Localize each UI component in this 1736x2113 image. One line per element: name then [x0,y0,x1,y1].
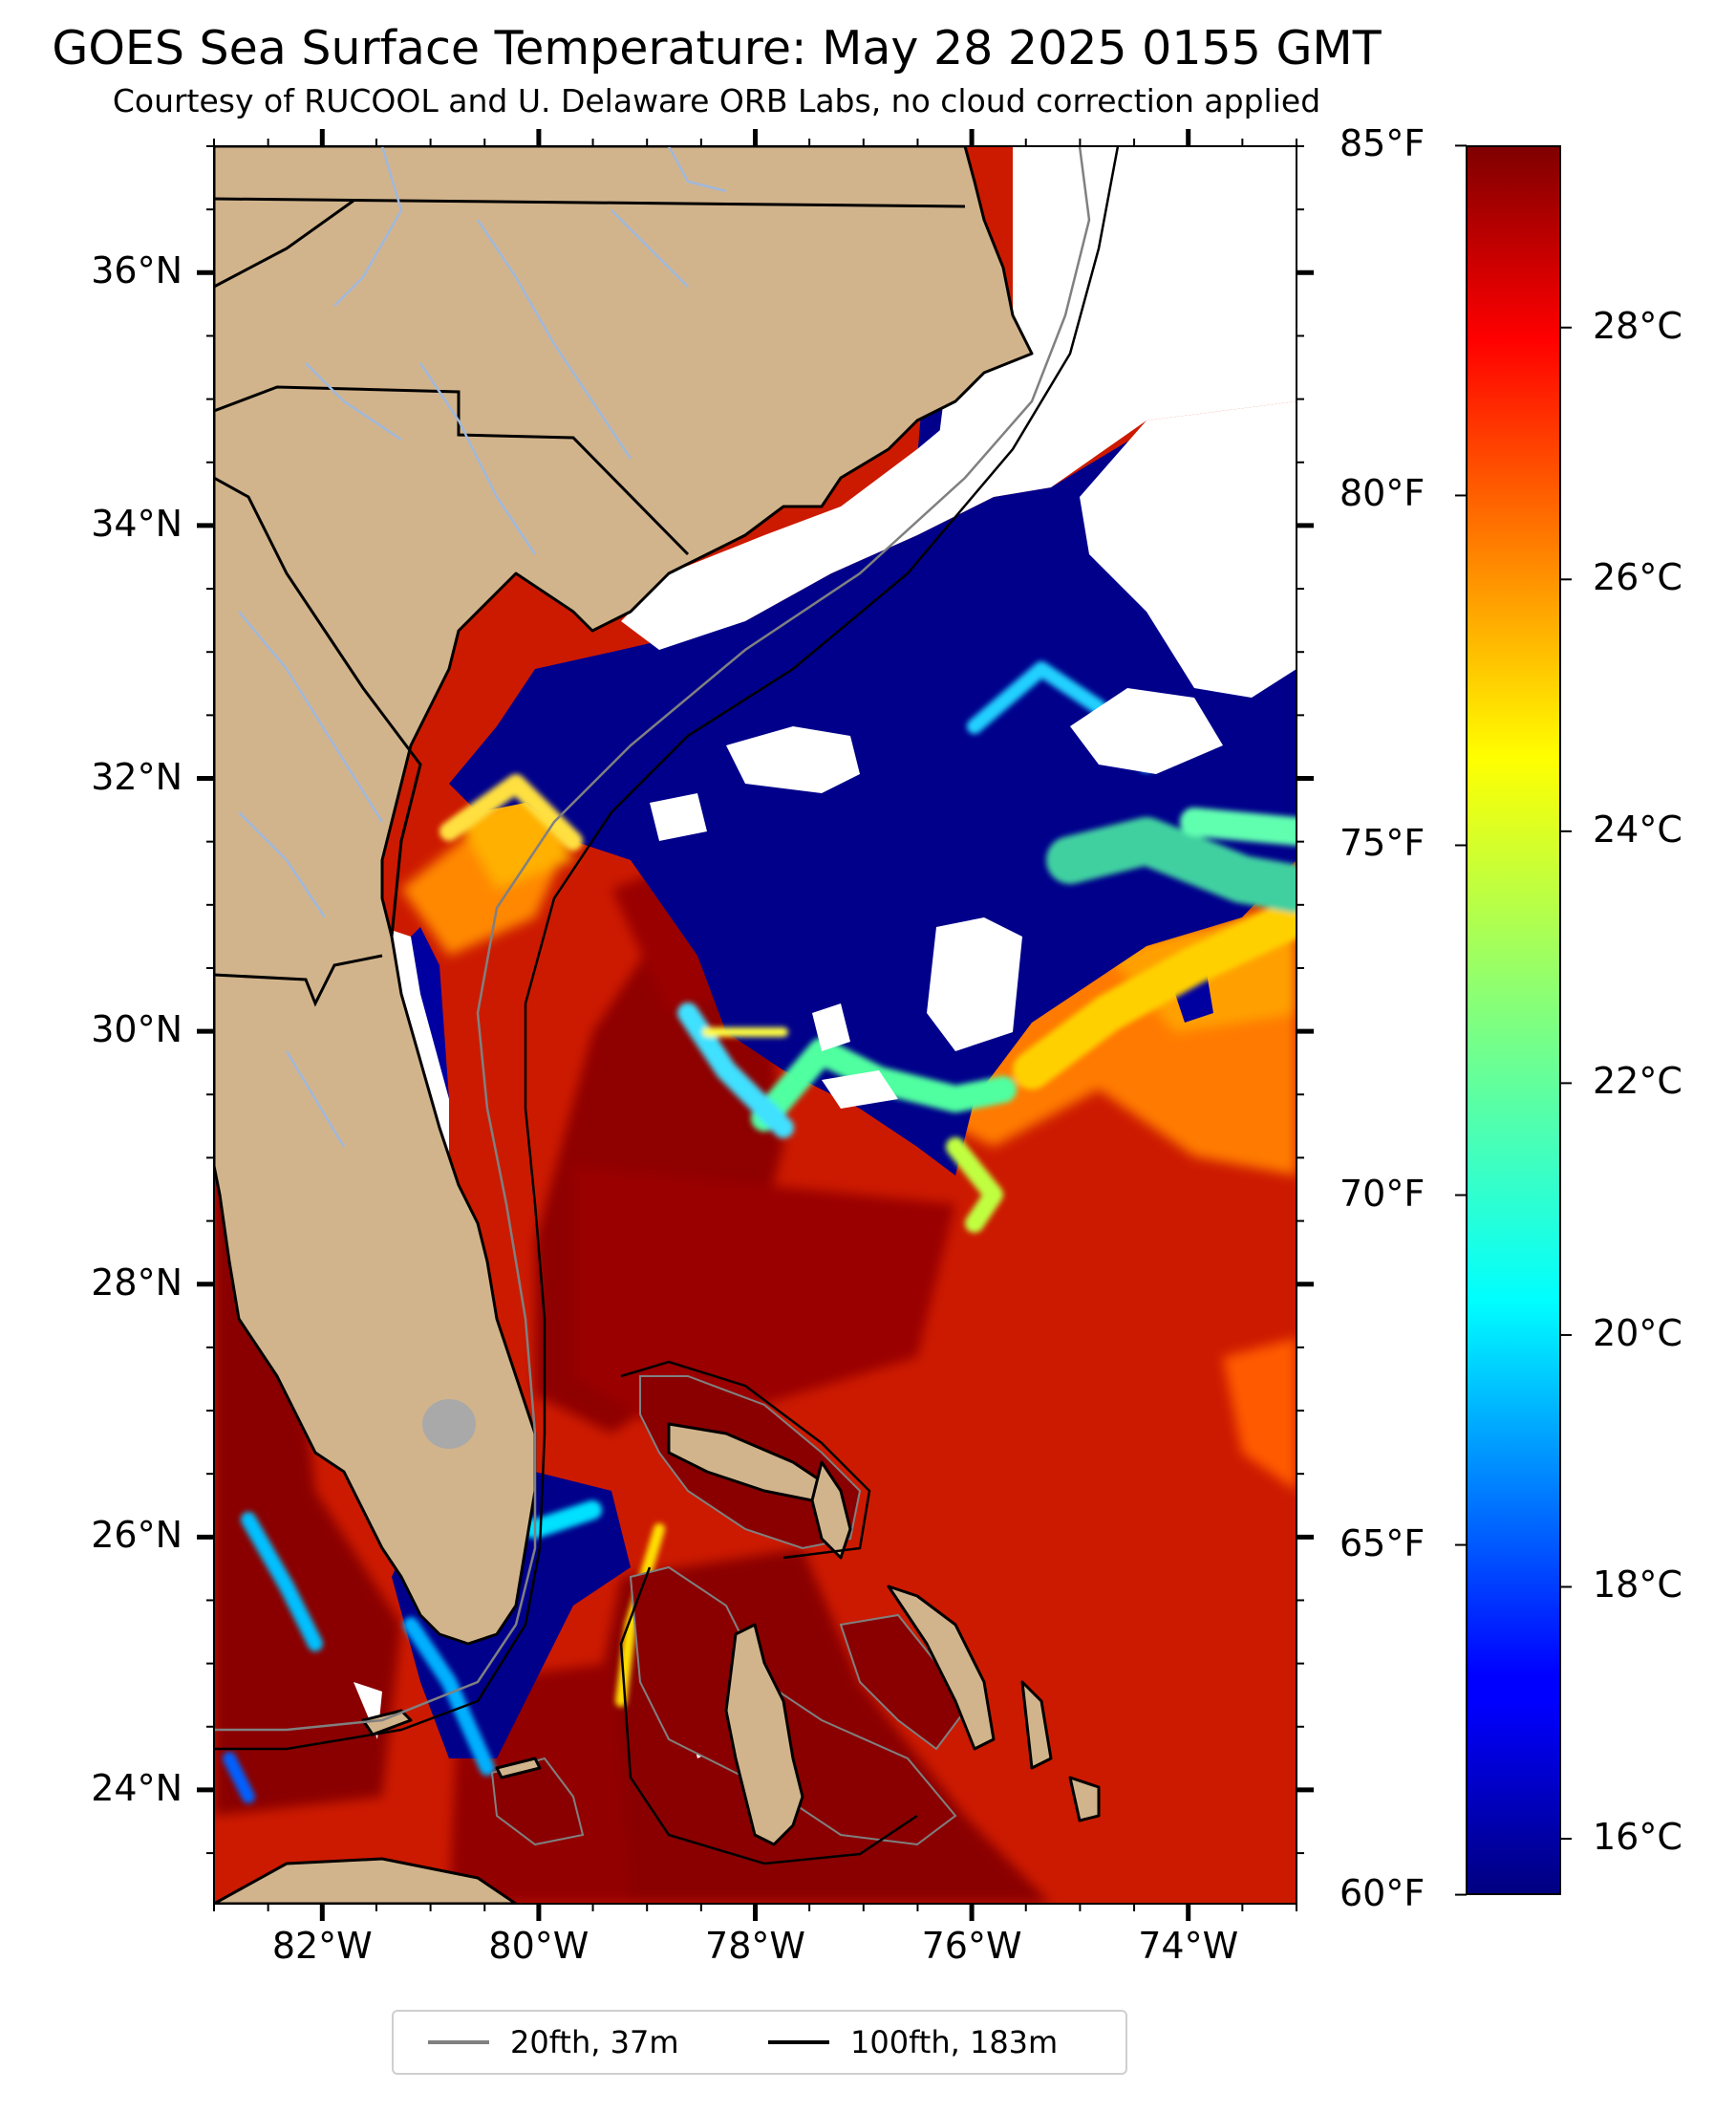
colorbar-f-label: 70°F [1340,1172,1425,1215]
colorbar-c-label: 24°C [1593,808,1682,851]
isobath-20fth-line [214,146,1091,1732]
colorbar-c-label: 20°C [1593,1311,1682,1354]
lat-tick-label: 30°N [91,1008,182,1051]
lat-tick-label: 36°N [91,249,182,292]
rivers [238,146,727,1148]
legend-item-100fth: 100fth, 183m [768,2012,1058,2073]
map-ticks [197,129,1314,1921]
colorbar-f-label: 75°F [1340,822,1425,865]
colorbar-c-label: 28°C [1593,304,1682,347]
lat-tick-label: 32°N [91,755,182,798]
lat-tick-label: 26°N [91,1514,182,1557]
lake-okeechobee [422,1399,476,1449]
lat-tick-label: 28°N [91,1261,182,1304]
lon-tick-label: 80°W [488,1925,589,1967]
isobath-100fth-line [214,146,1120,1865]
lon-tick-label: 78°W [705,1925,805,1967]
colorbar-c-label: 26°C [1593,556,1682,599]
map-subtitle: Courtesy of RUCOOL and U. Delaware ORB L… [112,82,1321,119]
legend-label-100fth: 100fth, 183m [850,2024,1059,2060]
colorbar-f-label: 85°F [1340,122,1425,165]
colorbar-f-label: 65°F [1340,1521,1425,1564]
lat-tick-label: 34°N [91,502,182,545]
colorbar-c-label: 18°C [1593,1563,1682,1606]
map-plot-area [214,146,1297,1904]
lon-tick-label: 74°W [1138,1925,1239,1967]
colorbar-ticks [1455,144,1572,1896]
map-title: GOES Sea Surface Temperature: May 28 202… [52,21,1382,75]
colorbar-c-label: 16°C [1593,1816,1682,1859]
state-borders [214,197,966,1007]
lat-tick-label: 24°N [91,1766,182,1809]
legend-label-20fth: 20fth, 37m [510,2024,679,2060]
colorbar-f-label: 60°F [1340,1871,1425,1914]
legend-swatch-100fth [768,2040,829,2044]
land [214,146,1101,1904]
colorbar [1466,145,1561,1895]
colorbar-c-label: 22°C [1593,1060,1682,1103]
legend-item-20fth: 20fth, 37m [428,2012,678,2073]
lon-tick-label: 76°W [921,1925,1022,1967]
colorbar-f-label: 80°F [1340,472,1425,515]
lon-tick-label: 82°W [271,1925,373,1967]
legend-swatch-20fth [428,2040,489,2044]
legend: 20fth, 37m 100fth, 183m [392,2010,1127,2075]
